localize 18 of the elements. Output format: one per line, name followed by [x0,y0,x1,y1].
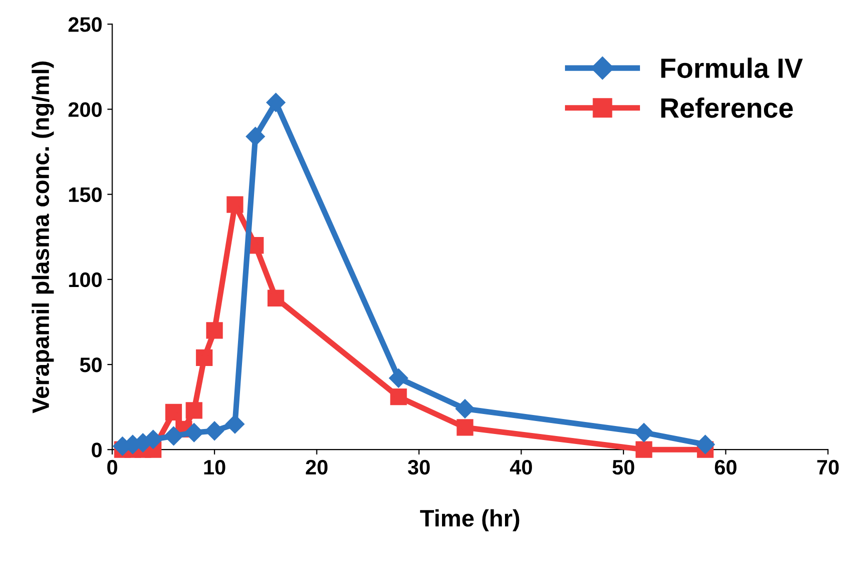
y-tick-label: 100 [69,272,102,288]
x-axis-title: Time (hr) [420,509,520,532]
y-tick-label: 250 [68,17,102,32]
x-tick-label: 0 [107,460,118,475]
y-tick-label: 150 [69,187,102,202]
y-axis-title: Verapamil plasma conc. (ng/ml) [32,62,54,414]
x-tick-label: 30 [408,460,430,475]
y-tick-label: 50 [80,358,102,372]
x-tick-label: 60 [714,460,736,475]
x-tick-label: 10 [204,460,226,475]
x-tick-label: 20 [306,460,328,475]
legend-label: Reference [661,97,793,118]
y-tick-label: 200 [68,102,102,118]
x-tick-label: 70 [817,460,839,475]
x-tick-label: 40 [510,460,532,475]
y-tick-label: 0 [92,442,102,458]
legend-label: Formula IV [661,58,803,78]
x-tick-label: 50 [612,460,634,475]
